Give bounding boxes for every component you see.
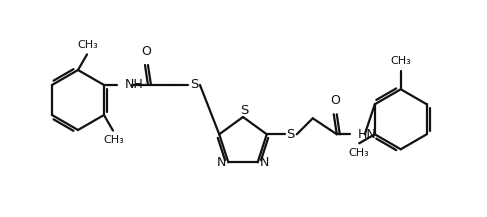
Text: CH₃: CH₃ xyxy=(349,148,370,158)
Text: N: N xyxy=(260,156,269,169)
Text: S: S xyxy=(190,79,198,92)
Text: NH: NH xyxy=(125,79,144,92)
Text: CH₃: CH₃ xyxy=(77,40,98,50)
Text: O: O xyxy=(330,94,340,107)
Text: HN: HN xyxy=(358,128,376,141)
Text: N: N xyxy=(217,156,226,169)
Text: O: O xyxy=(141,45,151,58)
Text: S: S xyxy=(286,128,295,141)
Text: CH₃: CH₃ xyxy=(104,135,124,145)
Text: S: S xyxy=(240,104,248,117)
Text: CH₃: CH₃ xyxy=(391,56,411,66)
